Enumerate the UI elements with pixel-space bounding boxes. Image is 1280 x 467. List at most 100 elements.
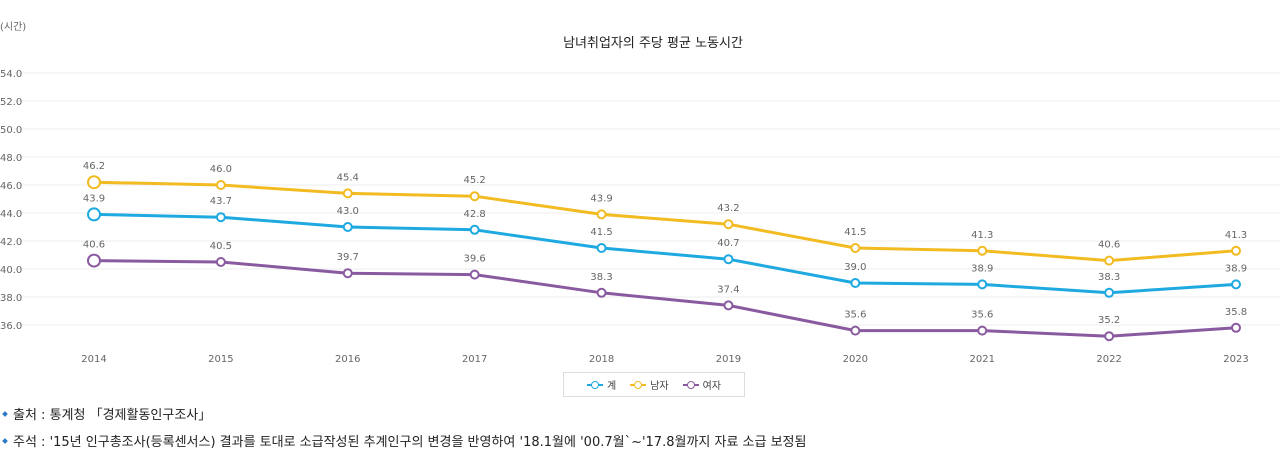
x-tick-label: 2022 — [1096, 354, 1121, 365]
data-label: 37.4 — [717, 284, 739, 295]
legend-label-male: 남자 — [650, 381, 669, 392]
data-point — [469, 224, 480, 235]
data-label: 35.6 — [971, 310, 993, 321]
x-tick-label: 2017 — [462, 354, 487, 365]
legend-item-male[interactable]: 남자 — [630, 377, 669, 392]
source-text: 출처 : 통계청 「경제활동인구조사」 — [13, 408, 212, 423]
x-tick-label: 2018 — [589, 354, 614, 365]
data-label: 42.8 — [464, 209, 486, 220]
legend-label-female: 여자 — [702, 381, 721, 392]
x-tick-label: 2021 — [969, 354, 994, 365]
data-point — [596, 209, 607, 220]
data-point — [977, 245, 988, 256]
data-label: 40.5 — [210, 241, 232, 252]
data-point — [1104, 287, 1115, 298]
data-label: 46.0 — [210, 164, 232, 175]
data-label: 45.4 — [337, 172, 359, 183]
data-point — [469, 191, 480, 202]
data-label: 41.5 — [844, 227, 866, 238]
y-tick-label: 40.0 — [0, 265, 22, 276]
data-point — [723, 219, 734, 230]
x-tick-label: 2023 — [1223, 354, 1248, 365]
source-note: 출처 : 통계청 「경제활동인구조사」 — [0, 404, 211, 423]
data-label: 39.0 — [844, 262, 866, 273]
data-label: 41.3 — [1225, 230, 1247, 241]
data-point — [850, 243, 861, 253]
data-label: 43.2 — [717, 203, 739, 214]
data-label: 39.7 — [337, 252, 359, 263]
data-point — [977, 325, 988, 336]
series-line-0 — [93, 212, 1237, 295]
data-point — [215, 257, 226, 267]
data-point — [723, 254, 734, 265]
data-label: 43.7 — [210, 196, 232, 207]
data-label: 35.8 — [1225, 307, 1247, 318]
y-tick-label: 42.0 — [0, 237, 22, 248]
legend-item-female[interactable]: 여자 — [682, 377, 721, 392]
x-tick-label: 2019 — [716, 354, 741, 365]
data-label: 43.9 — [590, 193, 612, 204]
data-label: 38.9 — [1225, 263, 1247, 274]
data-label: 38.3 — [1098, 272, 1120, 283]
data-label: 35.6 — [844, 310, 866, 321]
data-point — [596, 243, 607, 253]
data-point — [1231, 279, 1241, 290]
legend-swatch-female-icon — [682, 380, 699, 390]
data-point — [215, 212, 226, 223]
y-tick-label: 52.0 — [0, 97, 22, 108]
data-point — [1104, 255, 1115, 266]
data-point — [87, 175, 101, 190]
data-label: 40.7 — [717, 238, 739, 249]
chart-title: 남녀취업자의 주당 평균 노동시간 — [563, 36, 743, 51]
data-label: 38.9 — [971, 263, 993, 274]
data-label: 41.5 — [590, 227, 612, 238]
data-point — [850, 278, 861, 288]
data-point — [87, 253, 101, 268]
data-label: 43.0 — [337, 206, 359, 217]
data-point — [342, 268, 353, 279]
data-point — [342, 188, 353, 199]
remark-note: 주석 : '15년 인구총조사(등록센서스) 결과를 토대로 소급작성된 추계인… — [0, 431, 806, 450]
x-tick-label: 2014 — [81, 354, 106, 365]
series-line-1 — [93, 180, 1237, 263]
legend-swatch-total-icon — [586, 380, 603, 390]
data-point — [469, 269, 480, 280]
data-label: 40.6 — [1098, 240, 1120, 251]
data-point — [850, 325, 861, 336]
data-label: 43.9 — [83, 193, 105, 204]
data-label: 41.3 — [971, 230, 993, 241]
bullet-icon — [2, 411, 8, 417]
legend-item-total[interactable]: 계 — [586, 377, 617, 392]
x-tick-label: 2020 — [843, 354, 868, 365]
data-point — [596, 287, 607, 298]
data-point — [215, 180, 226, 190]
data-label: 46.2 — [83, 161, 105, 172]
chart-legend: 계 남자 여자 — [563, 372, 745, 397]
y-tick-label: 36.0 — [0, 321, 22, 332]
data-label: 35.2 — [1098, 315, 1120, 326]
y-tick-label: 46.0 — [0, 181, 22, 192]
legend-swatch-male-icon — [630, 380, 647, 390]
remark-text: 주석 : '15년 인구총조사(등록센서스) 결과를 토대로 소급작성된 추계인… — [13, 435, 807, 450]
data-point — [87, 207, 101, 222]
y-tick-label: 50.0 — [0, 125, 22, 136]
data-label: 39.6 — [464, 254, 486, 265]
x-tick-label: 2016 — [335, 354, 360, 365]
data-point — [977, 279, 988, 290]
data-point — [723, 300, 734, 311]
data-label: 45.2 — [464, 175, 486, 186]
data-point — [1231, 322, 1241, 333]
data-point — [1231, 245, 1241, 256]
line-chart: (시간) 남녀취업자의 주당 평균 노동시간 54.0 52.0 50.0 48.0 4… — [0, 21, 1280, 365]
y-tick-label: 54.0 — [0, 69, 22, 80]
y-tick-label: 48.0 — [0, 153, 22, 164]
bullet-icon — [2, 438, 8, 444]
y-tick-label: 38.0 — [0, 293, 22, 304]
y-axis-unit: (시간) — [0, 21, 26, 33]
data-point — [1104, 331, 1115, 342]
legend-label-total: 계 — [606, 381, 617, 392]
series-line-2 — [93, 259, 1237, 338]
data-label: 40.6 — [83, 240, 105, 251]
x-tick-label: 2015 — [208, 354, 233, 365]
data-label: 38.3 — [590, 272, 612, 283]
